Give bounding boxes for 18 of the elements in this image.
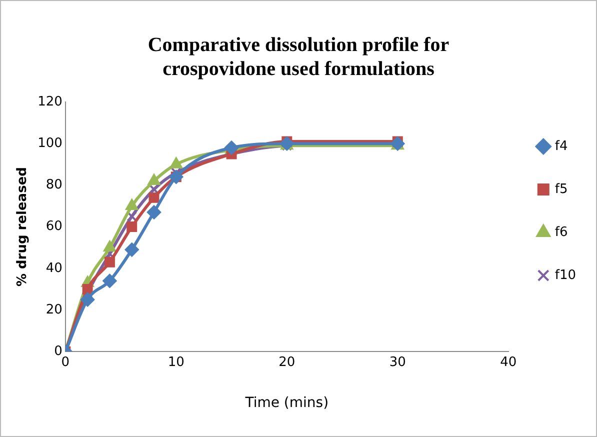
y-axis-title: % drug released bbox=[15, 167, 30, 287]
x-tick-label: 30 bbox=[389, 354, 406, 370]
y-tick-label: 40 bbox=[46, 260, 62, 276]
legend-label: f4 bbox=[554, 138, 568, 154]
x-tick-label: 10 bbox=[168, 354, 184, 370]
legend-label: f6 bbox=[554, 224, 568, 240]
x-tick-label: 40 bbox=[500, 354, 517, 370]
y-tick-label: 0 bbox=[54, 344, 62, 359]
x-axis-title: Time (mins) bbox=[244, 395, 329, 412]
y-tick-label: 100 bbox=[38, 136, 62, 151]
y-tick-label: 120 bbox=[38, 94, 62, 110]
x-tick-label: 20 bbox=[278, 354, 296, 370]
chart-title: Comparative dissolution profile for crospovidone used formulations bbox=[148, 34, 450, 80]
legend-label: f5 bbox=[554, 182, 568, 197]
y-tick-label: 80 bbox=[46, 178, 62, 193]
legend-label: f10 bbox=[554, 268, 576, 283]
y-tick-label: 60 bbox=[46, 219, 62, 234]
y-tick-label: 20 bbox=[46, 302, 62, 318]
